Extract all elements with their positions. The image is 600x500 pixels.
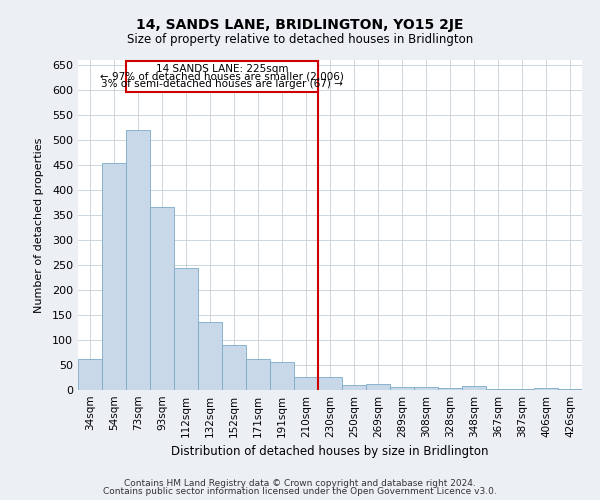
Bar [438, 388, 462, 390]
Text: Contains HM Land Registry data © Crown copyright and database right 2024.: Contains HM Land Registry data © Crown c… [124, 478, 476, 488]
Bar [342, 384, 366, 390]
Bar [414, 386, 438, 390]
Text: 3% of semi-detached houses are larger (67) →: 3% of semi-detached houses are larger (6… [101, 79, 343, 89]
Bar [318, 376, 342, 390]
Bar [294, 376, 318, 390]
Bar [126, 130, 150, 390]
Text: 14 SANDS LANE: 225sqm: 14 SANDS LANE: 225sqm [156, 64, 288, 74]
Text: 14, SANDS LANE, BRIDLINGTON, YO15 2JE: 14, SANDS LANE, BRIDLINGTON, YO15 2JE [136, 18, 464, 32]
Bar [462, 386, 486, 390]
Bar [222, 344, 246, 390]
Bar [510, 389, 534, 390]
Bar [366, 384, 390, 390]
Bar [78, 359, 102, 390]
Bar [246, 359, 270, 390]
Text: Contains public sector information licensed under the Open Government Licence v3: Contains public sector information licen… [103, 487, 497, 496]
Bar [534, 388, 558, 390]
Bar [198, 322, 222, 390]
Bar [270, 362, 294, 390]
Bar [390, 387, 414, 390]
Bar [486, 388, 510, 390]
Bar [174, 268, 198, 390]
FancyBboxPatch shape [126, 61, 318, 92]
Bar [558, 388, 582, 390]
Text: Size of property relative to detached houses in Bridlington: Size of property relative to detached ho… [127, 32, 473, 46]
Bar [150, 207, 174, 390]
Bar [102, 162, 126, 390]
X-axis label: Distribution of detached houses by size in Bridlington: Distribution of detached houses by size … [171, 446, 489, 458]
Text: ← 97% of detached houses are smaller (2,006): ← 97% of detached houses are smaller (2,… [100, 72, 344, 82]
Y-axis label: Number of detached properties: Number of detached properties [34, 138, 44, 312]
